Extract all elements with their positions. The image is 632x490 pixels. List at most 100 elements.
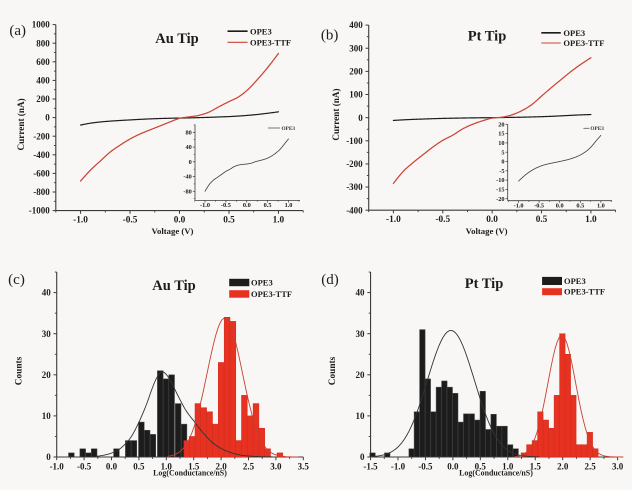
svg-text:1.0: 1.0: [161, 461, 173, 471]
svg-text:-5: -5: [499, 168, 504, 175]
svg-text:200: 200: [349, 66, 363, 76]
svg-text:-200: -200: [33, 131, 50, 141]
svg-text:-1000: -1000: [29, 206, 50, 216]
svg-text:-0.5: -0.5: [123, 215, 138, 225]
svg-text:0.0: 0.0: [447, 461, 459, 471]
svg-text:-400: -400: [33, 150, 50, 160]
svg-text:Current (nA): Current (nA): [16, 98, 26, 150]
svg-text:0.5: 0.5: [223, 215, 235, 225]
svg-text:-1.0: -1.0: [391, 461, 406, 471]
svg-text:1.0: 1.0: [285, 202, 293, 209]
svg-text:20: 20: [42, 370, 52, 380]
svg-text:Voltage (V): Voltage (V): [466, 226, 508, 236]
svg-text:10: 10: [356, 411, 366, 421]
svg-text:0.5: 0.5: [536, 215, 548, 225]
svg-text:0.0: 0.0: [174, 215, 186, 225]
svg-text:100: 100: [349, 90, 363, 100]
svg-text:-80: -80: [183, 188, 191, 195]
svg-text:-0.5: -0.5: [534, 203, 544, 210]
svg-text:-20: -20: [496, 196, 504, 203]
svg-text:Log(Conductance/nS): Log(Conductance/nS): [153, 469, 227, 478]
svg-text:-600: -600: [33, 168, 50, 178]
svg-text:-0.5: -0.5: [77, 461, 92, 471]
svg-text:600: 600: [36, 57, 50, 67]
svg-text:200: 200: [36, 94, 50, 104]
svg-text:Pt Tip: Pt Tip: [468, 29, 507, 45]
svg-text:3.0: 3.0: [270, 461, 282, 471]
svg-text:0: 0: [360, 452, 365, 462]
svg-text:OPE3-TTF: OPE3-TTF: [251, 289, 292, 299]
svg-text:0: 0: [189, 159, 192, 166]
svg-text:40: 40: [186, 144, 192, 151]
svg-text:Au Tip: Au Tip: [155, 31, 198, 47]
svg-text:(d): (d): [321, 272, 339, 288]
svg-text:20: 20: [356, 370, 366, 380]
svg-text:15: 15: [498, 131, 504, 138]
svg-text:Counts: Counts: [14, 356, 24, 385]
svg-text:0.0: 0.0: [486, 215, 498, 225]
svg-text:(c): (c): [8, 272, 25, 288]
svg-text:0: 0: [46, 452, 51, 462]
svg-text:0.0: 0.0: [243, 202, 251, 209]
svg-text:-1.0: -1.0: [50, 461, 65, 471]
svg-text:0.5: 0.5: [264, 202, 272, 209]
svg-text:-1.0: -1.0: [73, 215, 88, 225]
svg-text:3.0: 3.0: [612, 461, 624, 471]
svg-text:300: 300: [349, 43, 363, 53]
svg-text:Log(Conductance/nS): Log(Conductance/nS): [459, 469, 533, 478]
svg-text:-1.5: -1.5: [363, 461, 378, 471]
svg-text:2.0: 2.0: [215, 461, 227, 471]
svg-text:OPE3: OPE3: [282, 126, 296, 132]
svg-text:Pt Tip: Pt Tip: [465, 276, 504, 292]
svg-text:2.5: 2.5: [584, 461, 596, 471]
svg-text:-15: -15: [496, 187, 504, 194]
svg-text:OPE3-TTF: OPE3-TTF: [564, 287, 605, 297]
svg-text:2.0: 2.0: [557, 461, 569, 471]
svg-text:OPE3: OPE3: [590, 126, 604, 132]
svg-text:1.0: 1.0: [597, 203, 605, 210]
svg-text:0: 0: [358, 113, 363, 123]
svg-text:0.0: 0.0: [556, 203, 564, 210]
svg-text:-40: -40: [183, 174, 191, 181]
svg-text:-1.0: -1.0: [386, 215, 401, 225]
svg-text:0.5: 0.5: [133, 461, 145, 471]
svg-text:-1.0: -1.0: [514, 203, 524, 210]
svg-text:0: 0: [45, 113, 50, 123]
svg-text:-400: -400: [346, 205, 363, 215]
svg-text:-0.5: -0.5: [418, 461, 433, 471]
svg-text:1.5: 1.5: [530, 461, 542, 471]
svg-text:20: 20: [498, 121, 504, 128]
svg-text:Counts: Counts: [328, 356, 338, 385]
svg-text:Au Tip: Au Tip: [152, 278, 195, 294]
svg-text:0.5: 0.5: [576, 203, 584, 210]
svg-text:30: 30: [356, 329, 366, 339]
svg-text:-0.5: -0.5: [435, 215, 450, 225]
svg-text:(b): (b): [321, 27, 339, 43]
svg-text:-10: -10: [496, 177, 504, 184]
svg-text:-0.5: -0.5: [221, 202, 231, 209]
svg-text:2.5: 2.5: [243, 461, 255, 471]
svg-text:1.0: 1.0: [502, 461, 514, 471]
svg-text:1000: 1000: [32, 20, 51, 30]
svg-text:OPE3: OPE3: [563, 28, 585, 38]
svg-text:-100: -100: [346, 136, 363, 146]
svg-text:OPE3: OPE3: [251, 277, 273, 287]
svg-text:1.0: 1.0: [585, 215, 597, 225]
svg-text:80: 80: [186, 129, 192, 136]
svg-text:400: 400: [36, 75, 50, 85]
svg-text:10: 10: [42, 411, 52, 421]
svg-text:400: 400: [349, 20, 363, 30]
svg-text:40: 40: [42, 288, 52, 298]
svg-text:40: 40: [356, 288, 366, 298]
svg-text:1.5: 1.5: [188, 461, 200, 471]
svg-text:-200: -200: [346, 159, 363, 169]
svg-text:OPE3: OPE3: [564, 276, 586, 286]
svg-text:OPE3-TTF: OPE3-TTF: [563, 38, 604, 48]
svg-text:-1.0: -1.0: [200, 202, 210, 209]
svg-text:-300: -300: [346, 182, 363, 192]
svg-text:Current (nA): Current (nA): [331, 88, 341, 140]
svg-text:OPE3-TTF: OPE3-TTF: [250, 37, 291, 47]
svg-text:0.0: 0.0: [106, 461, 118, 471]
svg-text:30: 30: [42, 329, 52, 339]
svg-text:OPE3: OPE3: [250, 26, 272, 36]
